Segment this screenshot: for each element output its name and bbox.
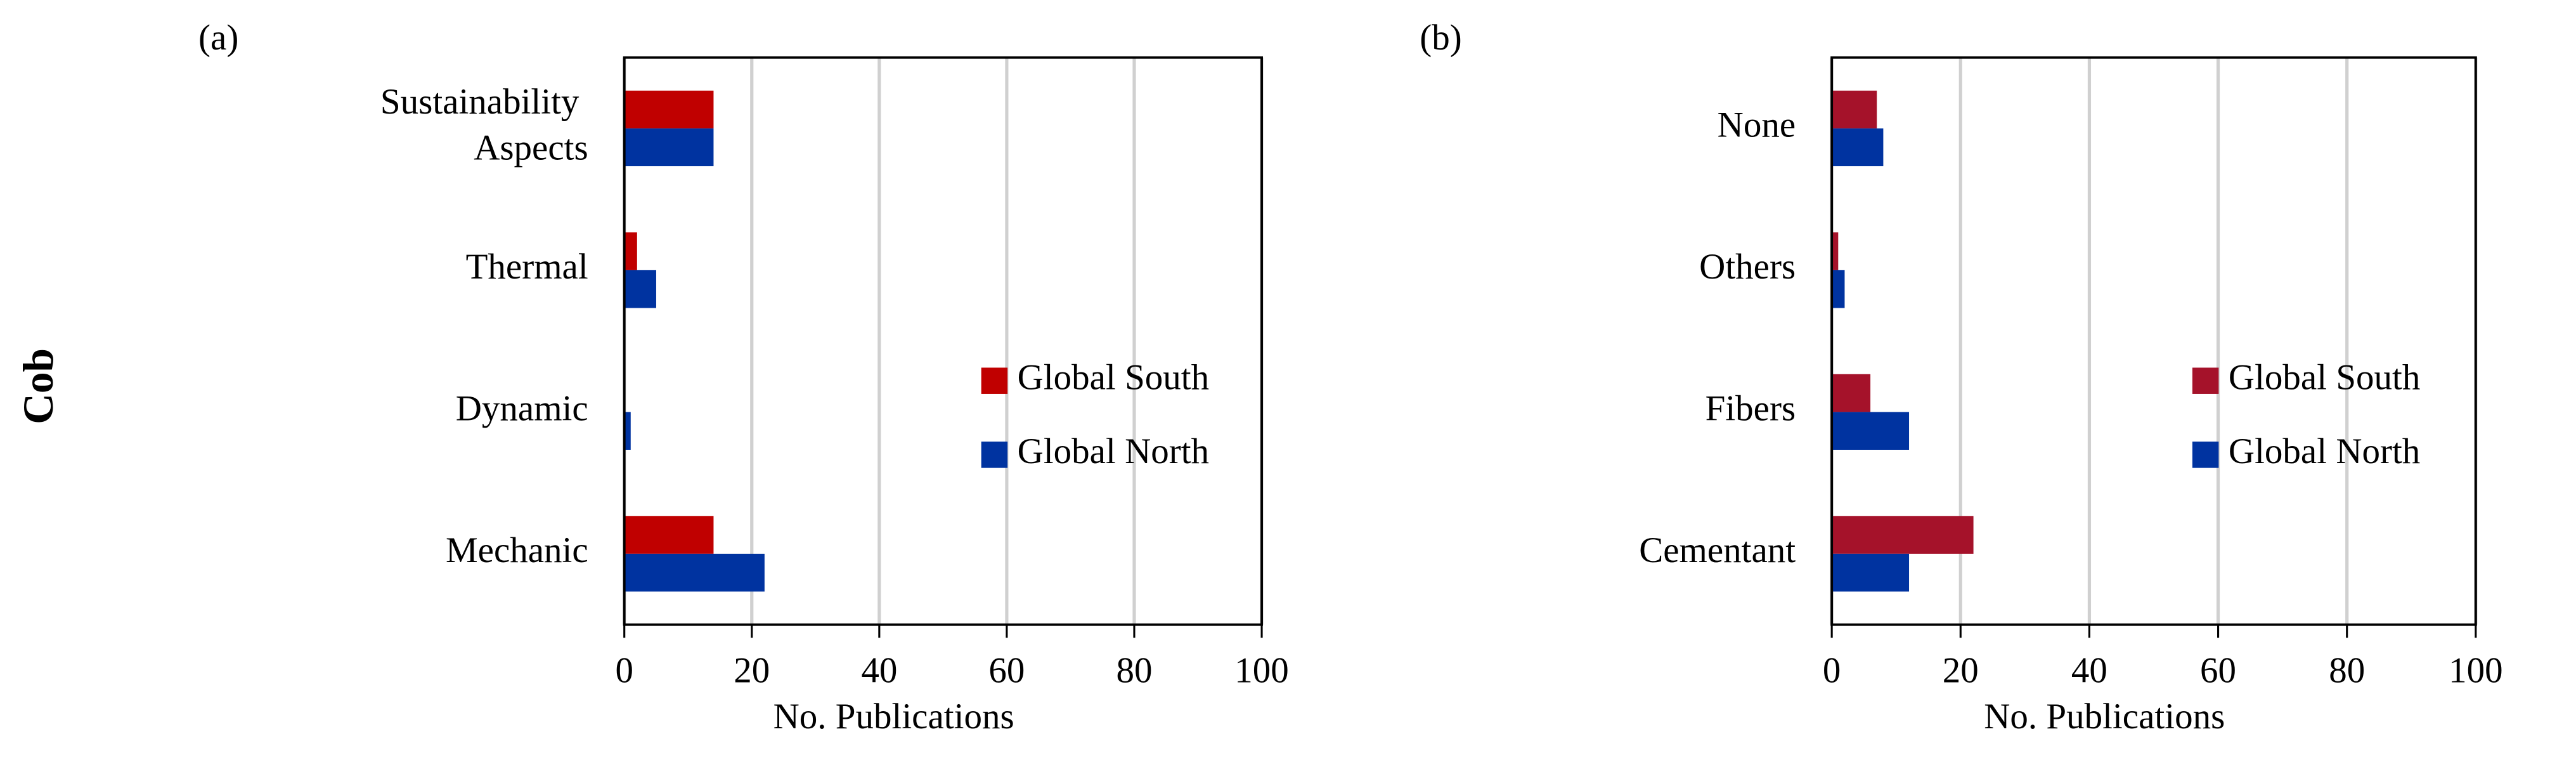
x-tick-label: 40	[2071, 650, 2107, 690]
bar	[624, 412, 631, 450]
bar	[1832, 270, 1845, 308]
legend-swatch	[981, 442, 1008, 468]
y-tick-label: Thermal	[466, 247, 588, 287]
bar	[1832, 553, 1910, 592]
legend-label: Global North	[2229, 431, 2420, 471]
x-axis-label: No. Publications	[773, 697, 1014, 737]
plot-frame	[1830, 56, 2477, 626]
legend-label: Global South	[2229, 357, 2420, 397]
legend-label: Global North	[1018, 431, 1209, 471]
plot-frame	[623, 56, 1263, 626]
x-tick-label: 0	[615, 650, 633, 690]
bar	[1832, 128, 1884, 167]
y-tick-label: Mechanic	[446, 530, 588, 570]
y-tick-label: Others	[1699, 247, 1796, 287]
y-tick-label: Dynamic	[456, 388, 588, 428]
x-tick-label: 60	[988, 650, 1025, 690]
bar	[624, 90, 714, 129]
row-label: Cob	[15, 348, 62, 424]
y-tick-label: Fibers	[1705, 388, 1796, 428]
bar	[1832, 516, 1974, 554]
bar	[1832, 232, 1839, 270]
legend-swatch	[2192, 367, 2219, 394]
panel-label: (b)	[1420, 18, 1461, 58]
panel-label: (a)	[198, 18, 238, 58]
legend-swatch	[981, 367, 1008, 394]
bar	[1832, 374, 1871, 412]
x-tick-label: 100	[2449, 650, 2503, 690]
bar	[624, 270, 656, 308]
y-tick-label: Sustainability Aspects	[380, 82, 588, 168]
legend-label: Global South	[1018, 357, 1209, 397]
bar	[624, 128, 714, 167]
x-tick-label: 20	[1943, 650, 1979, 690]
bar	[1832, 412, 1910, 450]
x-tick-label: 80	[2329, 650, 2365, 690]
x-tick-label: 0	[1823, 650, 1841, 690]
x-axis-label: No. Publications	[1984, 697, 2225, 737]
x-tick-label: 80	[1116, 650, 1152, 690]
x-tick-label: 20	[734, 650, 770, 690]
x-tick-label: 40	[861, 650, 897, 690]
x-tick-label: 60	[2200, 650, 2236, 690]
y-tick-label: Cementant	[1639, 530, 1796, 570]
x-tick-label: 100	[1234, 650, 1289, 690]
y-tick-label: None	[1718, 105, 1796, 145]
legend-swatch	[2192, 442, 2219, 468]
bar	[624, 232, 637, 270]
bar	[1832, 90, 1877, 129]
bar	[624, 553, 765, 592]
bar	[624, 516, 714, 554]
